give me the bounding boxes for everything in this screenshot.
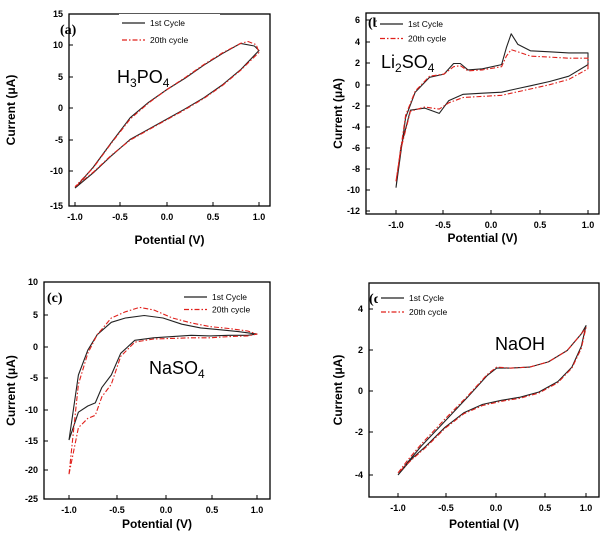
series-20th-cycle-curve: [68, 306, 258, 475]
y-tick-label: 4: [355, 37, 360, 47]
x-tick-label: 1.0: [251, 505, 264, 515]
legend-entry: 1st Cycle: [409, 293, 444, 303]
y-tick-label: -2: [352, 101, 360, 111]
y-tick-label: -5: [55, 135, 63, 145]
series-20th-cycle-curve: [74, 40, 260, 188]
y-tick-label: -10: [50, 166, 63, 176]
y-tick-label: 4: [358, 304, 363, 314]
x-tick-label: -1.0: [61, 505, 77, 515]
y-tick-label: 10: [28, 277, 38, 287]
panel-label: (a): [60, 23, 77, 38]
y-axis-label: Current (μA): [4, 75, 18, 146]
x-tick-label: 0.5: [534, 220, 547, 230]
x-axis-label: Potential (V): [122, 517, 192, 531]
chart-panel-b: -1.0 -0.5 0.0 0.5 1.0 6 4 2 0 -2 -4 -6 -8 -10 -12 Poten…: [331, 12, 600, 245]
series-1st-cycle-curve: [395, 33, 589, 188]
x-tick-label: 1.0: [580, 503, 593, 513]
legend-entry: 20th cycle: [150, 35, 189, 45]
electrolyte-label: NaSO4: [149, 358, 205, 381]
chart-panel-d: -1.0 -0.5 0.0 0.5 1.0 4 2 0 -2 -4 Potential (V) Cur…: [331, 282, 600, 531]
y-tick-label: -15: [50, 201, 63, 211]
y-tick-label: 0: [58, 103, 63, 113]
legend-entry: 1st Cycle: [212, 292, 247, 302]
chart-panel-c: -1.0 -0.5 0.0 0.5 1.0 10 5 0 -5 -10 -15 -20 -25 Poten…: [4, 277, 271, 531]
plot-frame: [365, 12, 600, 215]
x-tick-label: -0.5: [112, 212, 128, 222]
x-tick-label: 1.0: [253, 212, 266, 222]
series-1st-cycle-curve: [74, 42, 260, 189]
x-tick-label: -1.0: [390, 503, 406, 513]
y-tick-label: -15: [25, 436, 38, 446]
y-tick-label: -4: [355, 470, 363, 480]
x-tick-label: 0.0: [485, 220, 498, 230]
legend-entry: 1st Cycle: [150, 18, 185, 28]
y-tick-label: -12: [347, 206, 360, 216]
y-tick-label: -25: [25, 494, 38, 504]
series-20th-cycle-curve: [395, 49, 589, 182]
y-tick-label: -10: [347, 185, 360, 195]
y-tick-label: -5: [30, 373, 38, 383]
x-axis-label: Potential (V): [134, 233, 204, 247]
x-tick-label: -1.0: [388, 220, 404, 230]
y-tick-label: -10: [25, 405, 38, 415]
legend: 1st Cycle 20th cycle: [181, 288, 262, 317]
y-tick-label: 0: [355, 80, 360, 90]
x-tick-label: 0.5: [539, 503, 552, 513]
legend-entry: 1st Cycle: [408, 19, 443, 29]
y-tick-label: 6: [355, 15, 360, 25]
legend-entry: 20th cycle: [409, 307, 448, 317]
electrolyte-label: NaOH: [495, 334, 545, 354]
x-tick-label: -0.5: [109, 505, 125, 515]
y-axis-label: Current (μA): [4, 355, 18, 426]
legend-entry: 20th cycle: [408, 34, 447, 44]
legend: 1st Cycle 20th cycle: [377, 15, 482, 48]
x-tick-label: -0.5: [438, 503, 454, 513]
electrolyte-label: Li2SO4: [381, 52, 435, 75]
plot-frame: [43, 281, 271, 500]
y-tick-label: 5: [33, 310, 38, 320]
legend: 1st Cycle 20th cycle: [119, 14, 220, 52]
y-tick-label: -2: [355, 427, 363, 437]
x-axis-label: Potential (V): [447, 231, 517, 245]
series-1st-cycle-curve: [397, 325, 587, 476]
series-1st-cycle-curve: [68, 314, 258, 441]
y-tick-label: -4: [352, 122, 360, 132]
x-tick-label: -1.0: [67, 212, 83, 222]
y-tick-label: 10: [53, 40, 63, 50]
y-tick-label: 2: [358, 345, 363, 355]
y-tick-label: -8: [352, 164, 360, 174]
y-tick-label: 0: [358, 386, 363, 396]
x-tick-label: 1.0: [582, 220, 595, 230]
y-axis-label: Current (μA): [331, 78, 345, 149]
y-tick-label: 2: [355, 58, 360, 68]
legend: 1st Cycle 20th cycle: [378, 289, 483, 321]
panel-label: (c): [47, 291, 63, 306]
chart-panel-a: -1.0 -0.5 0.0 0.5 1.0 15 10 5 0 -5 -10 -15 Potential…: [4, 9, 271, 247]
x-tick-label: 0.5: [207, 212, 220, 222]
y-tick-label: -20: [25, 465, 38, 475]
y-tick-label: 0: [33, 342, 38, 352]
y-tick-label: 5: [58, 72, 63, 82]
x-tick-label: 0.0: [490, 503, 503, 513]
y-tick-label: -6: [352, 143, 360, 153]
x-tick-label: 0.5: [206, 505, 219, 515]
electrolyte-label: H3PO4: [117, 67, 170, 90]
series-20th-cycle-curve: [397, 327, 587, 474]
x-tick-label: 0.0: [160, 505, 173, 515]
y-axis-label: Current (μA): [331, 355, 345, 426]
x-axis-label: Potential (V): [449, 517, 519, 531]
y-tick-label: 15: [53, 9, 63, 19]
x-tick-label: 0.0: [161, 212, 174, 222]
x-tick-label: -0.5: [435, 220, 451, 230]
plot-frame: [368, 282, 600, 498]
legend-entry: 20th cycle: [212, 305, 251, 315]
